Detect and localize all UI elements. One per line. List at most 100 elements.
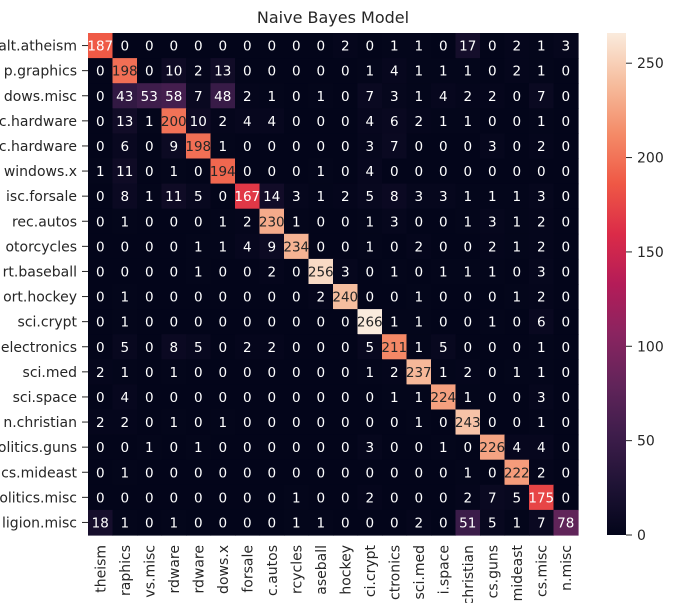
- heatmap-cell: [529, 459, 555, 486]
- cell-value-label: 0: [341, 415, 350, 431]
- heatmap-cell: [455, 233, 481, 260]
- heatmap-cell: [529, 334, 555, 360]
- heatmap-cell: [210, 133, 236, 160]
- heatmap-cell: [357, 58, 383, 84]
- cell-value-label: 0: [218, 39, 227, 55]
- heatmap-cell: [210, 409, 236, 436]
- cell-value-label: 1: [512, 365, 521, 381]
- cell-value-label: 0: [414, 465, 423, 481]
- cell-value-label: 0: [316, 390, 325, 406]
- cell-value-label: 0: [243, 264, 252, 280]
- cell-value-label: 2: [341, 189, 350, 205]
- heatmap-cell: [259, 158, 285, 185]
- colorbar-tick-label: 50: [637, 434, 655, 450]
- cell-value-label: 1: [267, 89, 276, 105]
- heatmap-cell: [284, 284, 310, 310]
- heatmap-cell: [210, 183, 236, 210]
- heatmap-cell: [357, 83, 383, 109]
- cell-value-label: 51: [459, 515, 476, 531]
- cell-value-label: 1: [463, 64, 472, 80]
- heatmap-cell: [88, 33, 114, 59]
- cell-value-label: 0: [512, 415, 521, 431]
- cell-value-label: 3: [292, 189, 301, 205]
- heatmap-cell: [431, 484, 457, 511]
- cell-value-label: 0: [439, 290, 448, 306]
- cell-value-label: 0: [194, 365, 203, 381]
- heatmap-cell: [504, 384, 530, 411]
- heatmap-cell: [504, 284, 530, 310]
- heatmap-cell: [235, 133, 261, 160]
- heatmap-cell: [431, 183, 457, 210]
- cell-value-label: 0: [120, 239, 129, 255]
- heatmap-cell: [186, 183, 212, 210]
- heatmap-cell: [259, 133, 285, 160]
- heatmap-cell: [333, 359, 359, 385]
- cell-value-label: 1: [512, 239, 521, 255]
- heatmap-cell: [357, 459, 383, 486]
- cell-value-label: 1: [439, 264, 448, 280]
- cell-value-label: 0: [341, 390, 350, 406]
- heatmap-cell: [455, 359, 481, 385]
- heatmap-cell: [186, 108, 212, 134]
- heatmap-cell: [210, 108, 236, 134]
- cell-value-label: 0: [169, 440, 178, 456]
- heatmap-cell: [480, 58, 506, 84]
- heatmap-cell: [137, 58, 163, 84]
- heatmap-cell: [431, 208, 457, 235]
- heatmap-cell: [308, 309, 334, 335]
- heatmap-cell: [284, 509, 310, 536]
- heatmap-cell: [210, 334, 236, 360]
- x-tick-label: sci.med: [412, 545, 428, 599]
- cell-value-label: 243: [455, 415, 481, 431]
- x-tick-label: rdware: [191, 545, 207, 594]
- heatmap-cell: [357, 258, 383, 285]
- cell-value-label: 0: [96, 315, 105, 331]
- heatmap-cell: [161, 334, 187, 360]
- cell-value-label: 0: [120, 264, 129, 280]
- heatmap-cell: [333, 208, 359, 235]
- cell-value-label: 0: [561, 365, 570, 381]
- y-tick-label: p.graphics: [4, 64, 77, 80]
- cell-value-label: 0: [316, 440, 325, 456]
- heatmap-cell: [259, 258, 285, 285]
- heatmap-cell: [529, 359, 555, 385]
- cell-value-label: 0: [390, 515, 399, 531]
- cell-value-label: 0: [145, 465, 154, 481]
- heatmap-cell: [333, 158, 359, 185]
- cell-value-label: 0: [341, 239, 350, 255]
- heatmap-cell: [235, 83, 261, 109]
- cell-value-labels: 187 0 0 0 0 0 0 0 0 0 2 0 1 1 0 17 0 2 1 30 198 0 10 2 13 0 0 0 0 0 1 4…: [87, 39, 574, 532]
- cell-value-label: 3: [537, 189, 546, 205]
- heatmap-cell: [406, 158, 432, 185]
- cell-value-label: 198: [185, 139, 211, 155]
- cell-value-label: 0: [561, 114, 570, 130]
- heatmap-cell: [235, 509, 261, 536]
- heatmap-cell: [333, 183, 359, 210]
- cell-value-label: 0: [316, 340, 325, 356]
- cell-value-label: 10: [165, 64, 182, 80]
- heatmap-cell: [455, 208, 481, 235]
- cell-value-label: 0: [512, 89, 521, 105]
- heatmap-cell: [406, 459, 432, 486]
- cell-value-label: 1: [463, 214, 472, 230]
- cell-value-label: 194: [210, 164, 236, 180]
- cell-value-label: 0: [169, 390, 178, 406]
- x-tick-label: ctronics: [387, 545, 403, 600]
- cell-value-label: 1: [145, 189, 154, 205]
- heatmap-cell: [382, 158, 408, 185]
- cell-value-label: 2: [537, 139, 546, 155]
- cell-value-label: 0: [439, 465, 448, 481]
- heatmap-cell: [137, 258, 163, 285]
- heatmap-cell: [308, 434, 334, 461]
- heatmap-cell: [137, 208, 163, 235]
- heatmap-cell: [210, 384, 236, 411]
- heatmap-cell: [455, 484, 481, 511]
- cell-value-label: 0: [194, 214, 203, 230]
- x-tick-label: n.misc: [559, 545, 575, 591]
- heatmap-cell: [382, 83, 408, 109]
- heatmap-cell: [406, 233, 432, 260]
- heatmap-cell: [382, 183, 408, 210]
- heatmap-cell: [186, 284, 212, 310]
- colorbar-tick-label: 0: [637, 528, 646, 544]
- heatmap-cell: [112, 108, 138, 134]
